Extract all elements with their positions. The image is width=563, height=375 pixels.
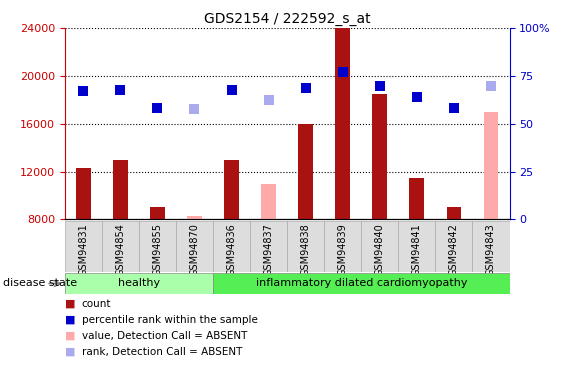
Point	[190, 106, 199, 112]
Bar	[102, 221, 139, 272]
Title: GDS2154 / 222592_s_at: GDS2154 / 222592_s_at	[204, 12, 370, 26]
Point	[116, 87, 125, 93]
Text: inflammatory dilated cardiomyopathy: inflammatory dilated cardiomyopathy	[256, 279, 467, 288]
Bar	[213, 273, 510, 294]
Bar	[150, 207, 165, 219]
Point	[449, 105, 458, 111]
Text: GSM94838: GSM94838	[301, 223, 311, 276]
Bar	[139, 221, 176, 272]
Text: GSM94870: GSM94870	[190, 223, 199, 276]
Bar	[446, 207, 461, 219]
Text: ■: ■	[65, 347, 75, 357]
Bar	[298, 124, 313, 219]
Text: GSM94840: GSM94840	[375, 223, 385, 276]
Text: ■: ■	[65, 331, 75, 341]
Bar	[113, 160, 128, 219]
Text: GSM94839: GSM94839	[338, 223, 348, 276]
Point	[376, 82, 385, 88]
Text: ■: ■	[65, 315, 75, 325]
Bar	[399, 221, 435, 272]
Bar	[435, 221, 472, 272]
Text: rank, Detection Call = ABSENT: rank, Detection Call = ABSENT	[82, 347, 242, 357]
Bar	[65, 221, 102, 272]
Text: value, Detection Call = ABSENT: value, Detection Call = ABSENT	[82, 331, 247, 341]
Bar	[176, 221, 213, 272]
Bar	[372, 94, 387, 219]
Text: count: count	[82, 299, 111, 309]
Bar	[361, 221, 399, 272]
Bar	[324, 221, 361, 272]
Bar	[336, 28, 350, 219]
Text: ■: ■	[65, 299, 75, 309]
Point	[227, 87, 236, 93]
Point	[153, 105, 162, 111]
Text: GSM94855: GSM94855	[153, 223, 162, 276]
Text: GSM94842: GSM94842	[449, 223, 459, 276]
Bar	[213, 221, 250, 272]
Bar	[261, 183, 276, 219]
Point	[338, 69, 347, 75]
Text: GSM94837: GSM94837	[263, 223, 274, 276]
Bar	[409, 177, 425, 219]
Text: GSM94831: GSM94831	[78, 223, 88, 276]
Point	[264, 97, 273, 103]
Text: disease state: disease state	[3, 279, 77, 288]
Text: percentile rank within the sample: percentile rank within the sample	[82, 315, 257, 325]
Text: GSM94836: GSM94836	[226, 223, 236, 276]
Bar	[484, 112, 498, 219]
Bar	[65, 273, 213, 294]
Bar	[287, 221, 324, 272]
Text: GSM94843: GSM94843	[486, 223, 496, 276]
Bar	[76, 168, 91, 219]
Bar	[187, 216, 202, 219]
Bar	[224, 160, 239, 219]
Point	[486, 82, 495, 88]
Point	[79, 88, 88, 94]
Bar	[472, 221, 510, 272]
Bar	[250, 221, 287, 272]
Text: GSM94854: GSM94854	[115, 223, 126, 276]
Text: GSM94841: GSM94841	[412, 223, 422, 276]
Text: healthy: healthy	[118, 279, 160, 288]
Point	[412, 94, 421, 100]
Point	[301, 85, 310, 91]
